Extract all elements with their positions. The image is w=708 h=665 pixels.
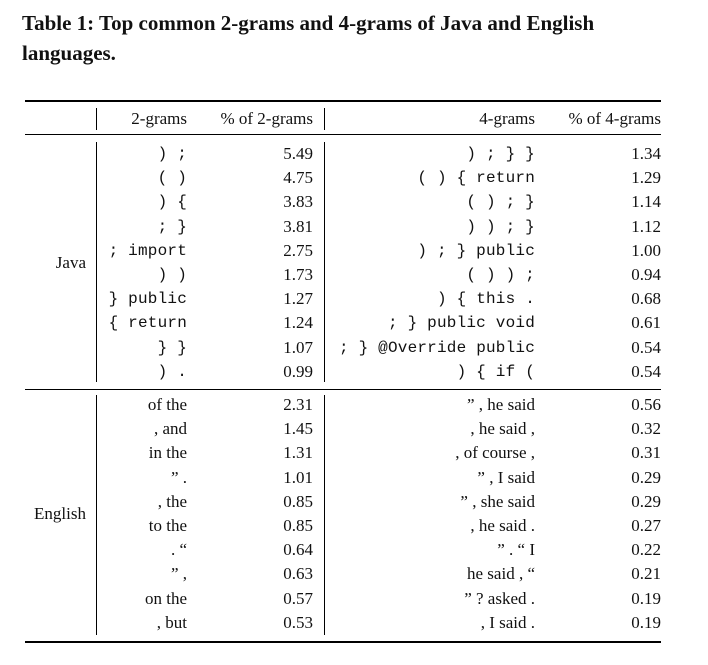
ngram4-cell: ) ) ; }: [466, 217, 535, 236]
pct4-cell: 1.12: [631, 216, 661, 236]
pct2-cell: 0.85: [283, 491, 313, 511]
pct2-cell: 2.31: [283, 395, 313, 414]
english-divider-left: [96, 395, 97, 635]
header-pct-4grams: % of 4-grams: [568, 109, 661, 128]
pct4-cell: 0.22: [631, 540, 661, 560]
ngram2-cell: on the: [144, 588, 187, 608]
pct4-cell: 0.19: [631, 588, 661, 608]
ngram4-cell: he said , “: [467, 564, 535, 584]
ngram4-cell: , I said .: [480, 612, 535, 632]
pct2-cell: 1.07: [283, 337, 313, 357]
ngram4-cell: ; } @Override public: [338, 338, 535, 357]
group-separator-rule: [25, 389, 661, 390]
pct2-cell: 0.85: [283, 516, 313, 535]
ngram4-cell: , of course ,: [455, 443, 535, 463]
pct2-cell: 1.73: [283, 265, 313, 284]
ngram4-cell: ( ) { return: [417, 169, 535, 188]
pct4-cell: 0.31: [631, 443, 661, 463]
pct2-cell: 1.24: [283, 313, 313, 333]
ngram4-cell: ” . “ I: [497, 540, 535, 560]
header-divider-left: [96, 108, 97, 130]
ngram4-cell: ” , I said: [477, 467, 535, 487]
pct4-cell: 0.29: [631, 467, 661, 487]
ngram2-cell: , but: [156, 612, 187, 632]
ngram2-cell: in the: [148, 443, 187, 463]
pct2-cell: 5.49: [283, 144, 313, 163]
pct2-cell: 3.81: [283, 216, 313, 236]
ngram2-cell: ; }: [157, 217, 187, 236]
pct4-cell: 1.14: [631, 192, 661, 212]
header-2grams: 2-grams: [131, 109, 187, 128]
pct4-cell: 0.19: [631, 612, 661, 632]
ngram2-cell: to the: [148, 516, 187, 535]
table-caption: Table 1: Top common 2-grams and 4-grams …: [22, 11, 595, 65]
pct2-cell: 1.45: [283, 419, 313, 439]
ngram2-cell: ” ,: [170, 564, 187, 584]
ngram2-cell: ) ): [157, 266, 187, 284]
pct4-cell: 0.32: [631, 419, 661, 439]
ngram4-cell: , he said ,: [470, 419, 535, 439]
pct2-cell: 2.75: [283, 240, 313, 260]
ngram2-cell: { return: [108, 314, 187, 333]
pct2-cell: 3.83: [283, 192, 313, 212]
ngram4-cell: ; } public void: [387, 314, 535, 333]
pct2-cell: 0.63: [283, 564, 313, 584]
header-divider-right: [324, 108, 325, 130]
pct4-cell: 0.29: [631, 491, 661, 511]
ngram4-cell: ” , he said: [467, 395, 535, 414]
english-divider-right: [324, 395, 325, 635]
pct4-cell: 1.00: [631, 240, 661, 260]
pct4-cell: 0.54: [631, 337, 661, 357]
ngram2-cell: , the: [157, 491, 187, 511]
pct2-cell: 0.64: [283, 540, 313, 560]
table-top-rule: [25, 100, 661, 102]
group-label: Java: [55, 252, 86, 272]
header-4grams: 4-grams: [479, 109, 535, 128]
ngram2-cell: } }: [157, 338, 187, 357]
pct2-cell: 0.57: [283, 588, 313, 608]
pct4-cell: 0.94: [631, 265, 661, 284]
pct2-cell: 1.01: [283, 467, 313, 487]
ngram2-cell: ” .: [170, 467, 187, 487]
pct4-cell: 1.34: [631, 144, 661, 163]
ngram2-cell: } public: [108, 290, 187, 309]
ngram4-cell: ( ) ) ;: [466, 266, 535, 284]
ngram4-cell: ( ) ; }: [466, 193, 535, 212]
pct2-cell: 4.75: [283, 168, 313, 188]
pct4-cell: 0.56: [631, 395, 661, 414]
ngram2-cell: . “: [170, 540, 187, 560]
ngram2-cell: , and: [153, 419, 187, 439]
ngram2-cell: ) .: [157, 362, 187, 381]
java-divider-right: [324, 142, 325, 382]
ngram4-cell: ” ? asked .: [464, 588, 535, 608]
header-rule: [25, 134, 661, 135]
pct2-cell: 1.27: [283, 289, 313, 309]
header-pct-2grams: % of 2-grams: [220, 109, 313, 128]
pct2-cell: 0.99: [283, 361, 313, 381]
ngram4-cell: ) ; } }: [466, 145, 535, 163]
ngram4-cell: ) { if (: [456, 362, 535, 381]
ngram2-cell: of the: [147, 395, 187, 414]
table-bottom-rule: [25, 641, 661, 643]
ngram2-cell: ( ): [157, 169, 187, 188]
ngram4-cell: ) { this .: [436, 290, 535, 309]
ngram2-cell: ; import: [108, 241, 187, 260]
ngram4-cell: ) ; } public: [417, 241, 535, 260]
ngram4-cell: , he said .: [470, 516, 535, 535]
ngram4-cell: ” , she said: [460, 491, 535, 511]
pct4-cell: 0.21: [631, 564, 661, 584]
ngram2-cell: ) {: [157, 193, 187, 212]
java-divider-left: [96, 142, 97, 382]
group-label: English: [34, 503, 86, 523]
pct2-cell: 1.31: [283, 443, 313, 463]
pct2-cell: 0.53: [283, 612, 313, 632]
pct4-cell: 1.29: [631, 168, 661, 188]
pct4-cell: 0.61: [631, 313, 661, 333]
ngram2-cell: ) ;: [157, 145, 187, 163]
pct4-cell: 0.54: [631, 361, 661, 381]
pct4-cell: 0.27: [631, 516, 661, 535]
pct4-cell: 0.68: [631, 289, 661, 309]
